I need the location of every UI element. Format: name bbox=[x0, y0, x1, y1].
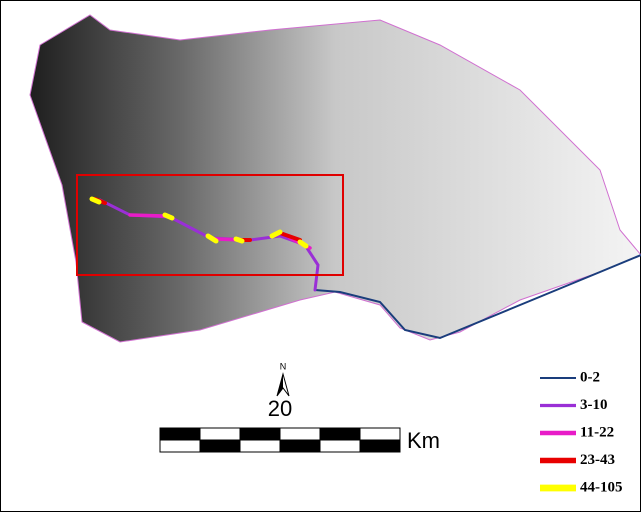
scale-segment bbox=[320, 440, 360, 452]
legend-label: 23-43 bbox=[580, 452, 615, 468]
scale-unit: Km bbox=[407, 428, 440, 453]
legend-label: 0-2 bbox=[580, 369, 600, 385]
scale-segment bbox=[240, 440, 280, 452]
scale-segment bbox=[360, 428, 400, 440]
scale-segment bbox=[160, 440, 200, 452]
north-label: N bbox=[280, 361, 287, 371]
scale-segment bbox=[200, 440, 240, 452]
legend-label: 3-10 bbox=[580, 397, 608, 413]
map-figure: N 20 Km 0-2 3-10 11-22 23-43 44-105 bbox=[0, 0, 641, 512]
scale-segment bbox=[280, 440, 320, 452]
scale-distance: 20 bbox=[268, 396, 292, 421]
scale-segment bbox=[280, 428, 320, 440]
scale-segment bbox=[360, 440, 400, 452]
scale-bar bbox=[160, 428, 400, 452]
scale-segment bbox=[320, 428, 360, 440]
legend-label: 11-22 bbox=[580, 424, 614, 440]
scale-segment bbox=[160, 428, 200, 440]
legend-label: 44-105 bbox=[580, 479, 623, 495]
scale-segment bbox=[200, 428, 240, 440]
scale-segment bbox=[240, 428, 280, 440]
